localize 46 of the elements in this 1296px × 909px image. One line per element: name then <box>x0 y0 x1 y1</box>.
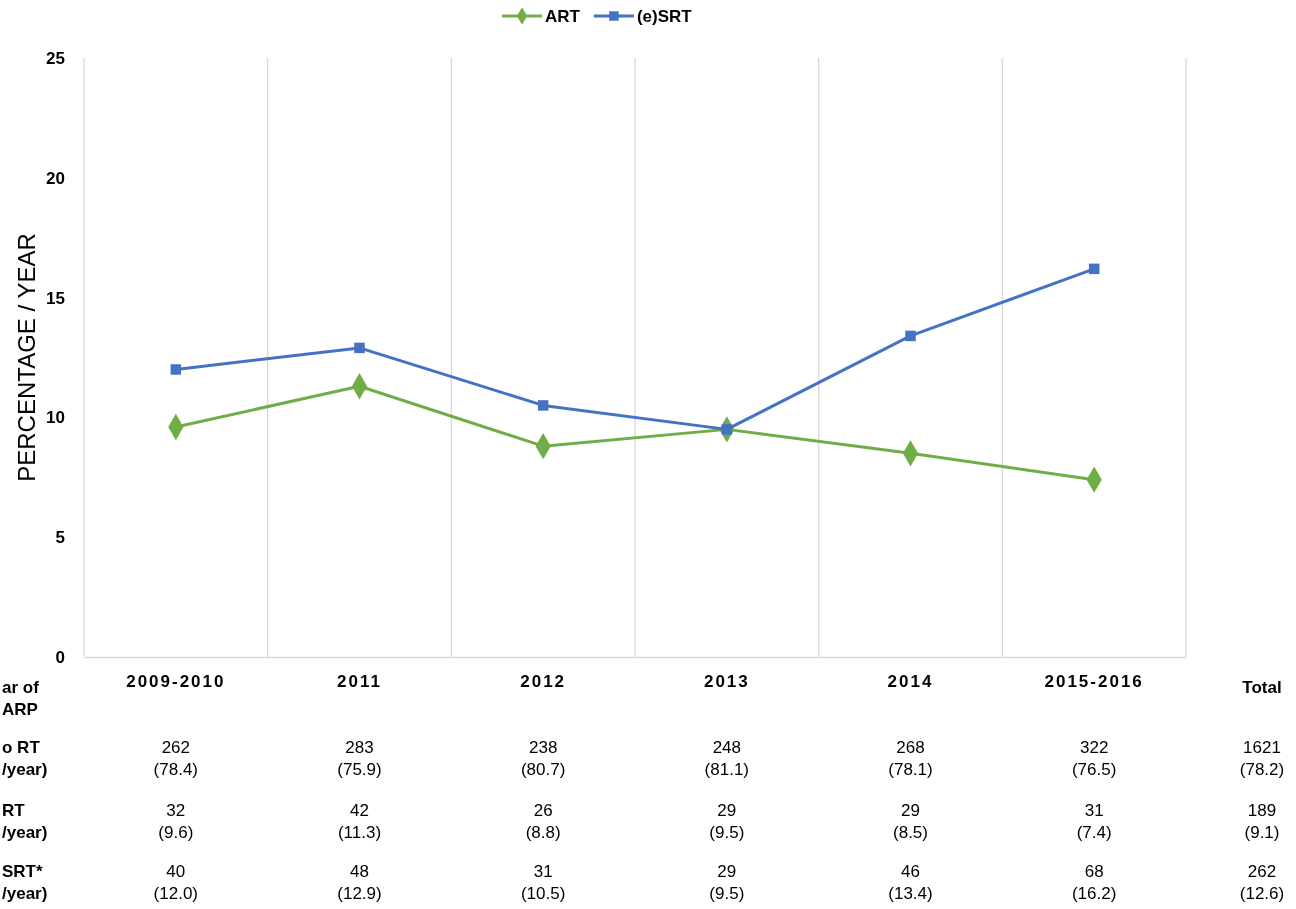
point <box>537 400 549 411</box>
x-tick-label: 2011 <box>337 672 382 692</box>
text: 40 (12.0) <box>153 862 199 904</box>
text: 268 (78.1) <box>888 738 933 780</box>
text: 1621 (78.2) <box>1239 738 1285 780</box>
y-tick-label: 25 <box>46 48 65 68</box>
y-axis-title: PERCENTAGE / YEAR <box>13 233 40 482</box>
text: 322 (76.5) <box>1071 738 1117 780</box>
y-tick-label: 0 <box>55 647 65 667</box>
text: 31 (7.4) <box>1076 801 1112 843</box>
text: SRT* /year) <box>2 862 48 904</box>
text: 189 (9.1) <box>1244 801 1280 843</box>
x-tick-label: 2013 <box>703 672 750 692</box>
text: o RT /year) <box>2 738 48 780</box>
text: RT /year) <box>2 801 48 843</box>
text: 29 (9.5) <box>709 862 745 904</box>
text: 26 (8.8) <box>525 801 561 843</box>
y-tick-label: 20 <box>46 168 65 188</box>
text: Total <box>1242 678 1282 697</box>
text: 31 (10.5) <box>520 862 566 904</box>
point <box>1088 263 1100 275</box>
text: ar of ARP <box>2 678 40 720</box>
text: 238 (80.7) <box>520 738 566 780</box>
text: 48 (12.9) <box>337 862 382 904</box>
point <box>905 330 916 342</box>
y-tick-label: 15 <box>46 288 65 308</box>
y-tick-label: 5 <box>55 528 65 548</box>
x-tick-label: 2009-2010 <box>126 672 226 692</box>
x-tick-label: 2015-2016 <box>1044 672 1144 692</box>
text: 29 (9.5) <box>709 801 745 843</box>
text: 42 (11.3) <box>337 801 382 843</box>
text: 283 (75.9) <box>337 738 382 780</box>
x-tick-label: 2012 <box>520 672 567 692</box>
y-tick-label: 10 <box>46 408 65 428</box>
x-tick-label: 2014 <box>887 672 934 692</box>
text: 248 (81.1) <box>704 738 750 780</box>
text: 262 (78.4) <box>153 738 199 780</box>
text: 68 (16.2) <box>1071 862 1117 904</box>
legend-label: ART <box>545 6 581 26</box>
point <box>354 342 365 354</box>
text: 46 (13.4) <box>888 862 933 904</box>
text: 29 (8.5) <box>893 801 928 843</box>
text: 262 (12.6) <box>1239 862 1285 904</box>
text: 32 (9.6) <box>158 801 194 843</box>
point <box>170 364 182 375</box>
legend-label: (e)SRT <box>636 6 693 26</box>
